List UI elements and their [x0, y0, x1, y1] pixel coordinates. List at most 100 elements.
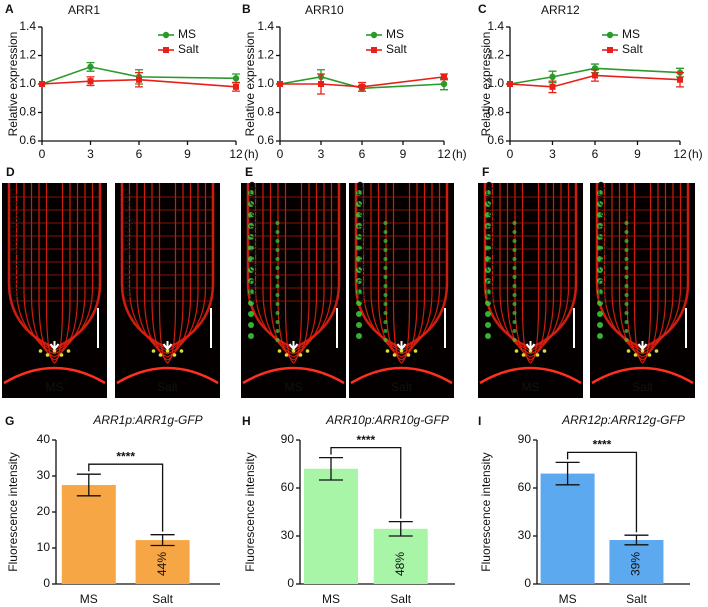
nucleus [275, 329, 280, 333]
data-point [87, 78, 94, 85]
signal [59, 353, 64, 357]
nucleus [275, 302, 280, 306]
panel-letter: F [482, 165, 489, 179]
chart-title: ARR12p:ARR12g-GFP [561, 413, 685, 427]
error-bar [76, 473, 101, 497]
y-tick-label: 30 [37, 468, 51, 482]
nucleus [512, 329, 517, 333]
data-point [277, 81, 283, 87]
nucleus [356, 234, 362, 240]
nucleus [383, 275, 388, 279]
x-axis-label: (h) [452, 147, 467, 161]
nucleus [485, 322, 491, 328]
nucleus [597, 256, 603, 262]
signal [514, 349, 519, 353]
nucleus [248, 322, 254, 328]
nucleus [512, 221, 517, 225]
nucleus [485, 201, 491, 207]
nucleus [624, 239, 629, 243]
y-axis-label: Fluorescence intensity [6, 452, 20, 571]
x-tick-label: 6 [136, 147, 143, 161]
nucleus [248, 234, 254, 240]
nucleus [356, 245, 362, 251]
y-tick-label: 0.6 [487, 133, 504, 147]
condition-label: MS [46, 380, 64, 394]
condition-label: Salt [157, 380, 178, 394]
significance-label: **** [593, 438, 612, 452]
cell-file [385, 183, 418, 361]
signal [172, 353, 177, 357]
nucleus [356, 289, 362, 295]
nucleus [512, 338, 517, 342]
cell-file [377, 183, 426, 358]
x-tick-label: 0 [39, 147, 46, 161]
signal [277, 349, 282, 353]
nucleus [248, 300, 254, 306]
signal [654, 349, 659, 353]
y-tick-label: 60 [518, 480, 532, 494]
micrograph-background [478, 183, 583, 398]
x-tick-label: 6 [592, 147, 599, 161]
nucleus [512, 239, 517, 243]
x-tick-label: 0 [507, 147, 514, 161]
y-tick-label: 1.4 [19, 19, 36, 33]
micrograph-label: ARR1p:ARR1g-GFP [8, 188, 22, 298]
chart-title: ARR1 [68, 3, 100, 17]
nucleus [275, 239, 280, 243]
arrow [162, 341, 173, 351]
condition-label: Salt [632, 380, 653, 394]
cell-file [136, 183, 199, 355]
legend-label: MS [622, 27, 640, 41]
y-tick-label: 0.8 [487, 105, 504, 119]
inset-label: 39% [629, 552, 643, 576]
nucleus [356, 190, 362, 196]
legend-marker [163, 47, 169, 53]
signal [45, 353, 50, 357]
nucleus [275, 338, 280, 342]
x-tick-label: 0 [277, 147, 284, 161]
data-point [232, 75, 240, 82]
y-tick-label: 40 [37, 432, 51, 446]
signal [392, 353, 397, 357]
chart-title: ARR12 [541, 3, 580, 17]
nucleus [597, 300, 603, 306]
nucleus [485, 234, 491, 240]
x-tick-label: 9 [634, 147, 641, 161]
micrograph-background [115, 183, 220, 398]
y-tick-label: 0.6 [19, 133, 36, 147]
error-bar [150, 534, 175, 547]
signal [399, 349, 404, 353]
nucleus [356, 333, 362, 339]
nucleus [275, 320, 280, 324]
micrograph: ARR10p:ARR10g-GFP MS [241, 182, 346, 398]
legend-label: MS [178, 27, 196, 41]
panel-letter: B [242, 2, 251, 16]
nucleus [248, 289, 254, 295]
y-tick-label: 10 [37, 540, 51, 554]
signal [151, 349, 156, 353]
legend-marker [371, 47, 377, 53]
x-tick-label: 9 [184, 147, 191, 161]
micrograph: ARR1p:ARR1g-GFP MS [2, 183, 107, 398]
cell-file [506, 183, 555, 358]
nucleus [624, 221, 629, 225]
data-point [549, 73, 556, 81]
nucleus [383, 329, 388, 333]
cell-file [23, 183, 86, 355]
bar [609, 540, 664, 584]
nucleus [275, 257, 280, 261]
data-point [677, 76, 683, 83]
cell-file [45, 183, 64, 364]
cell-file [392, 183, 411, 364]
condition-label: MS [522, 380, 540, 394]
nucleus [512, 320, 517, 324]
significance-bracket [330, 446, 402, 519]
significance-bracket [88, 463, 164, 532]
nucleus [356, 256, 362, 262]
signal [165, 349, 170, 353]
nucleus [383, 248, 388, 252]
y-axis-label: Relative expression [479, 32, 493, 137]
nucleus [248, 311, 254, 317]
y-tick-label: 0 [287, 576, 294, 590]
signal [626, 349, 631, 353]
